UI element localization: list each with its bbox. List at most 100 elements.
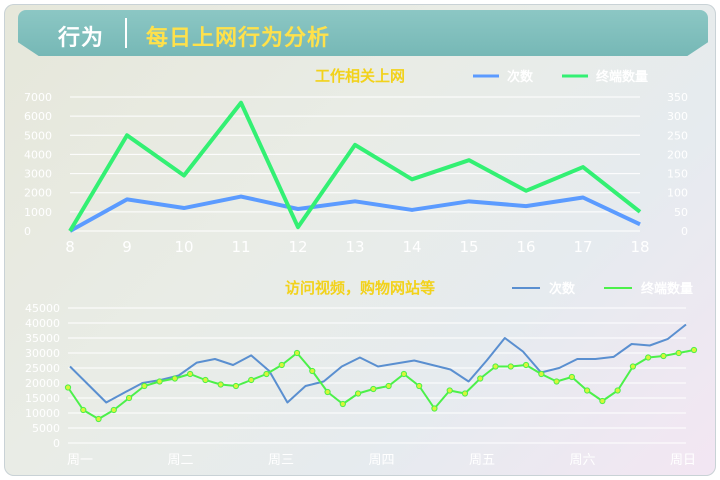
chart1-y-right-tick: 100: [667, 187, 688, 200]
chart1-x-tick: 13: [345, 238, 364, 256]
chart1-y-left-tick: 0: [24, 225, 31, 238]
chart2-x-tick: 周一: [67, 453, 93, 468]
chart2-series-2-point: [538, 370, 545, 378]
header-bar: 行为 每日上网行为分析: [18, 10, 708, 56]
chart2-series-2-point: [278, 361, 285, 369]
chart1-y-left-tick: 2000: [24, 187, 52, 200]
chart1-x-tick: 12: [288, 238, 307, 256]
chart2-y-tick: 40000: [25, 317, 60, 330]
chart1-y-left-tick: 5000: [24, 129, 52, 142]
chart1-y-left-tick: 1000: [24, 206, 52, 219]
chart2-y-tick: 15000: [25, 392, 60, 405]
chart1-x-tick: 11: [231, 238, 250, 256]
chart1-series-2-line: [68, 100, 642, 233]
chart2-series-1-line: [69, 323, 687, 404]
chart1-title: 工作相关上网: [315, 67, 405, 85]
chart2-series-2-point: [354, 390, 362, 397]
chart2-series-2-point: [324, 388, 331, 396]
chart2-series-2-point: [263, 370, 270, 378]
chart2-series-2-point: [187, 370, 194, 378]
chart2-series-2-point: [553, 378, 560, 385]
chart2-series-2-point: [202, 376, 209, 384]
chart1-x-tick: 16: [516, 238, 535, 256]
chart2-series-2-point: [446, 387, 453, 394]
chart2-series-2-point: [675, 349, 682, 357]
chart1-y-right-tick: 200: [667, 148, 688, 161]
chart2-series-2-point: [629, 363, 637, 370]
chart2-y-tick: 5000: [32, 422, 60, 435]
chart-video-shopping: 访问视频，购物网站等 0 5000 10000 15000 20000 25000 30000…: [25, 279, 698, 468]
chart2-series-2-point: [461, 390, 469, 397]
chart1-y-left-tick: 4000: [24, 148, 52, 161]
chart2-x-tick: 周五: [469, 453, 495, 468]
chart2-series-2-point: [507, 363, 514, 370]
header-divider: [125, 18, 127, 48]
chart2-series-2-point: [492, 363, 499, 370]
header-subtitle: 每日上网行为分析: [146, 26, 331, 51]
chart1-y-left-tick: 7000: [24, 91, 52, 104]
chart2-y-tick: 25000: [25, 362, 60, 375]
chart2-series-2-point: [660, 352, 667, 360]
chart2-series-2-point: [614, 387, 621, 394]
chart2-x-tick: 周日: [670, 453, 696, 468]
chart2-legend-label: 次数: [549, 281, 576, 297]
chart2-series-2-point: [599, 397, 606, 405]
chart2-series-2-point: [80, 406, 87, 414]
chart1-legend-label: 终端数量: [596, 69, 648, 85]
chart2-series-2-line: [67, 349, 695, 420]
chart2-series-2-point: [416, 382, 423, 390]
chart2-series-2-point: [339, 400, 346, 408]
chart1-x-tick: 14: [402, 238, 421, 256]
chart2-y-tick: 20000: [25, 377, 60, 390]
chart2-series-2-point: [400, 370, 408, 378]
chart2-series-2-point: [477, 375, 484, 382]
chart1-y-right-tick: 50: [674, 206, 688, 219]
dashboard-panel: 行为 每日上网行为分析: [4, 4, 716, 476]
chart2-series-2-point: [141, 382, 148, 390]
chart1-y-right-tick: 350: [667, 91, 688, 104]
chart1-y-left-tick: 6000: [24, 110, 52, 123]
chart1-y-left-tick: 3000: [24, 168, 52, 181]
chart-work-internet: 工作相关上网 0 1000 2000 3000 4000 5000 6000 7000 0 50 10…: [24, 67, 688, 256]
chart2-y-tick: 35000: [25, 332, 60, 345]
chart1-y-right-tick: 0: [681, 225, 688, 238]
chart2-y-tick: 0: [53, 437, 60, 450]
chart2-x-tick: 周三: [268, 453, 294, 468]
chart2-series-2-point: [293, 349, 301, 357]
chart2-y-tick: 10000: [25, 407, 60, 420]
chart1-y-right-tick: 250: [667, 129, 688, 142]
chart1-x-tick: 9: [122, 238, 132, 256]
chart2-x-tick: 周六: [569, 453, 595, 468]
chart1-x-tick: 10: [174, 238, 193, 256]
chart1-x-tick: 15: [459, 238, 478, 256]
chart2-series-2-point: [110, 406, 117, 414]
header-title: 行为: [58, 26, 105, 51]
chart2-series-2-point: [64, 384, 72, 391]
chart2-x-tick: 周四: [368, 453, 394, 468]
chart1-legend-label: 次数: [507, 69, 534, 85]
chart1-x-tick: 18: [630, 238, 649, 256]
chart2-series-2-point: [95, 415, 102, 423]
chart2-series-2-point: [568, 373, 575, 381]
chart2-y-tick: 45000: [25, 302, 60, 315]
chart2-series-2-point: [248, 376, 255, 384]
chart2-series-2-point: [431, 405, 438, 412]
chart2-series-2-point: [309, 367, 316, 375]
chart2-series-2-point: [370, 385, 377, 393]
chart2-series-2-point: [645, 354, 652, 361]
chart1-x-tick: 17: [573, 238, 592, 256]
chart2-series-2-point: [232, 382, 240, 390]
chart2-series-2-point: [171, 375, 178, 382]
chart2-series-2-point: [156, 378, 163, 385]
chart1-y-right-tick: 300: [667, 110, 688, 123]
chart2-series-2-point: [584, 387, 591, 394]
chart1-y-right-tick: 150: [667, 168, 688, 181]
chart2-series-2-point: [217, 381, 224, 388]
chart2-series-2-point: [385, 382, 392, 390]
chart2-y-tick: 30000: [25, 347, 60, 360]
chart2-title: 访问视频，购物网站等: [285, 279, 435, 297]
chart2-series-2-point: [125, 394, 133, 402]
chart2-x-tick: 周二: [167, 453, 193, 468]
chart1-series-1-line: [69, 194, 641, 233]
chart2-series-2-point: [522, 361, 530, 369]
